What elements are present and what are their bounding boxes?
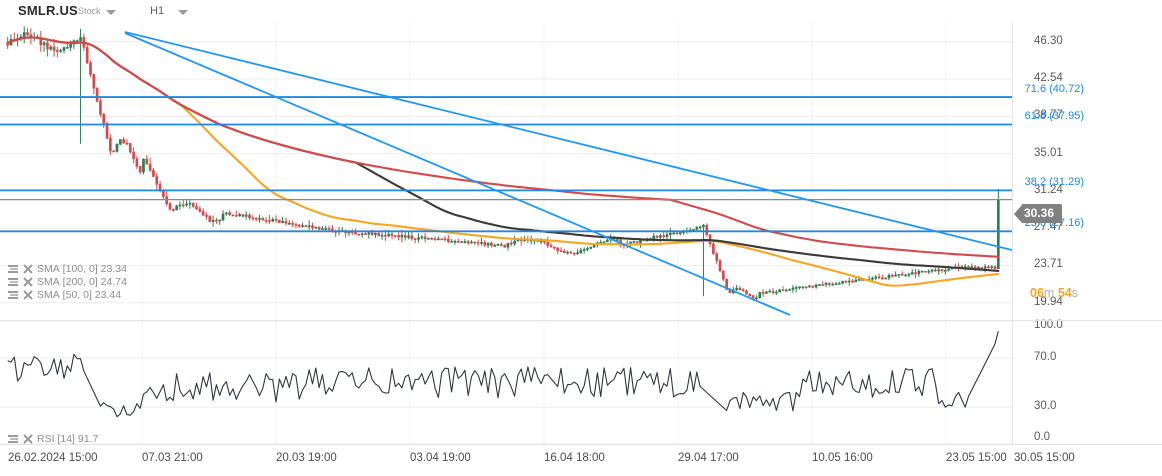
legend-indicator-params: [14] — [54, 432, 75, 445]
time-tick-label: 16.04 18:00 — [544, 452, 605, 464]
indicator-settings-icon[interactable] — [8, 434, 19, 444]
rsi-indicator-legend[interactable]: RSI [14] 91.7 — [8, 432, 98, 445]
rsi-line — [7, 331, 999, 418]
rsi-tick-label: 30.0 — [1034, 400, 1057, 413]
price-tick-label: 42.54 — [1034, 72, 1063, 85]
indicator-settings-icon[interactable] — [8, 290, 19, 300]
legend-indicator-value: 24.74 — [97, 275, 127, 288]
price-tick-label: 31.24 — [1034, 183, 1063, 196]
time-axis-separator — [0, 444, 1162, 445]
time-tick-label: 03.04 19:00 — [410, 452, 471, 464]
rsi-tick-label: 100.0 — [1034, 319, 1063, 331]
rsi-chart-pane[interactable] — [0, 321, 1012, 444]
price-axis[interactable]: 46.30 42.54 38.77 35.01 31.24 27.47 23.71 19.94… — [1012, 22, 1162, 320]
price-tick-label: 46.30 — [1034, 34, 1063, 47]
timeframe-label[interactable]: H1 — [150, 5, 165, 17]
time-tick-label: 23.05 15:00 — [946, 452, 1007, 464]
indicator-settings-icon[interactable] — [8, 277, 19, 287]
rsi-axis[interactable]: 100.0 70.0 30.0 0.0 — [1012, 319, 1162, 444]
close-icon[interactable] — [23, 433, 33, 444]
price-tick-label: 19.94 — [1034, 295, 1063, 308]
countdown-minutes: 06 — [1030, 286, 1044, 300]
fib-level-label[interactable]: 71.6 (40.72) — [1024, 83, 1084, 96]
price-legend-row[interactable]: SMA [100, 0] 23.34 — [8, 262, 127, 275]
countdown-seconds: 54 — [1057, 286, 1072, 300]
sma-200-line — [6, 36, 1000, 258]
close-icon[interactable] — [23, 263, 33, 274]
legend-indicator-name: SMA — [37, 288, 60, 301]
price-axis-separator — [1012, 22, 1013, 444]
price-indicator-legend[interactable]: SMA [100, 0] 23.34 SMA [200, 0] 24.74 SMA … — [8, 262, 127, 301]
chart-toolbar: SMLR.US Stock H1 — [0, 0, 1162, 22]
time-tick-label: 29.04 17:00 — [678, 452, 739, 464]
pane-separator — [0, 320, 1162, 321]
current-price-tag: 30.36 — [1014, 204, 1063, 223]
price-tick-label: 23.71 — [1034, 258, 1063, 271]
price-tick-label: 27.47 — [1034, 221, 1063, 234]
lower-downtrend — [124, 32, 791, 316]
fib-level-label[interactable]: 61.8 (37.95) — [1024, 110, 1084, 123]
price-tag-arrow-icon — [1014, 204, 1022, 223]
current-price-value: 30.36 — [1022, 204, 1063, 223]
fib-level-label[interactable]: 38.2 (31.29) — [1024, 176, 1084, 189]
time-axis[interactable]: 26.02.2024 15:00 07.03 21:00 20.03 19:00 03… — [0, 444, 1162, 476]
time-tick-label: 26.02.2024 15:00 — [8, 452, 98, 464]
legend-indicator-name: SMA — [37, 275, 60, 288]
sma-100-line — [6, 36, 1000, 272]
close-icon[interactable] — [23, 276, 33, 287]
upper-downtrend — [124, 31, 1012, 251]
legend-indicator-name: SMA — [37, 262, 60, 275]
symbol-label[interactable]: SMLR.US — [18, 3, 78, 18]
legend-indicator-name: RSI — [37, 432, 55, 445]
chevron-down-icon[interactable] — [106, 10, 116, 15]
rsi-tick-label: 70.0 — [1034, 350, 1057, 363]
legend-indicator-params: [100, 0] — [59, 262, 98, 275]
symbol-kind-label: Stock — [78, 6, 101, 16]
price-plot — [0, 22, 1012, 320]
chevron-down-icon[interactable] — [178, 10, 188, 15]
price-chart-pane[interactable] — [0, 22, 1012, 320]
price-legend-row[interactable]: SMA [50, 0] 23.44 — [8, 288, 127, 301]
rsi-legend-row[interactable]: RSI [14] 91.7 — [8, 432, 98, 445]
legend-indicator-params: [50, 0] — [59, 288, 92, 301]
countdown-minutes-unit: m — [1043, 286, 1055, 300]
rsi-plot — [0, 321, 1012, 444]
price-legend-row[interactable]: SMA [200, 0] 24.74 — [8, 275, 127, 288]
legend-indicator-value: 23.34 — [97, 262, 127, 275]
legend-indicator-value: 23.44 — [91, 288, 122, 301]
price-tick-label: 38.77 — [1034, 109, 1063, 122]
bar-countdown-timer: 06m 54s — [1030, 286, 1078, 300]
rsi-tick-label: 0.0 — [1034, 431, 1050, 443]
time-tick-label: 10.05 16:00 — [812, 452, 873, 464]
legend-indicator-value: 91.7 — [74, 432, 99, 445]
sma-50-line — [6, 36, 1000, 287]
time-tick-label: 30.05 15:00 — [1014, 452, 1075, 464]
legend-indicator-params: [200, 0] — [59, 275, 98, 288]
time-tick-label: 07.03 21:00 — [142, 452, 203, 464]
time-tick-label: 20.03 19:00 — [276, 452, 337, 464]
close-icon[interactable] — [23, 289, 33, 300]
price-tick-label: 35.01 — [1034, 146, 1063, 159]
countdown-seconds-unit: s — [1071, 286, 1078, 300]
indicator-settings-icon[interactable] — [8, 264, 19, 274]
